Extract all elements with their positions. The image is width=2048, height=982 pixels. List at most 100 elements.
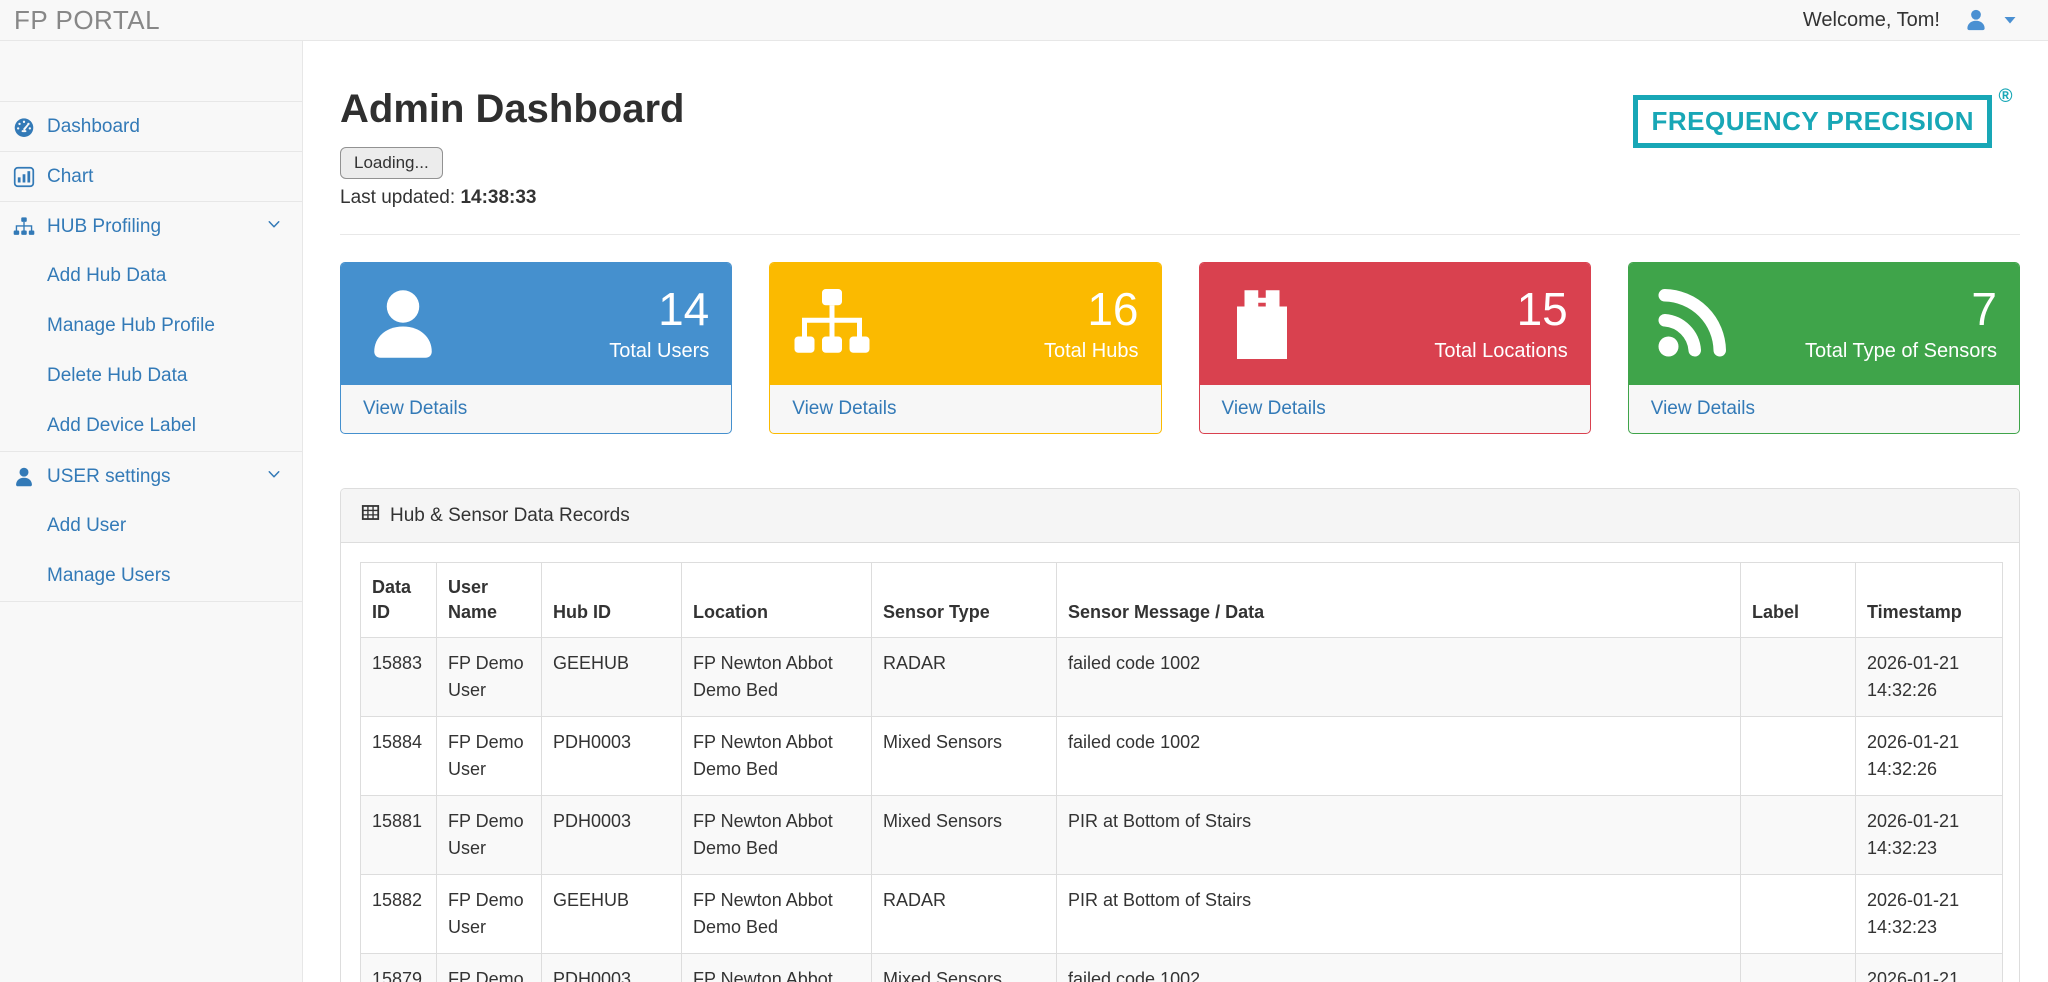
records-panel-heading: Hub & Sensor Data Records	[341, 489, 2019, 543]
table-cell: FP Demo User	[436, 874, 542, 955]
records-tbody: 15883 FP Demo User GEEHUB FP Newton Abbot D…	[360, 637, 2003, 982]
table-row: 15881 FP Demo User PDH0003 FP Newton Abbot …	[360, 795, 2003, 876]
column-header: Sensor Type	[871, 561, 1057, 639]
stat-value: 16	[1087, 283, 1139, 336]
sidebar-item-dashboard[interactable]: Dashboard	[0, 101, 302, 151]
column-header: Location	[681, 561, 872, 639]
sidebar-item-label: Add User	[47, 515, 127, 536]
stat-card-total-hubs: 16 Total Hubs View Details	[769, 262, 1162, 434]
sidebar-item-label: HUB Profiling	[47, 215, 162, 237]
column-header: Timestamp	[1855, 561, 2003, 639]
stat-label: Total Hubs	[1044, 339, 1139, 362]
chevron-down-icon	[266, 216, 282, 238]
sidebar-item-manage-hub-profile[interactable]: Manage Hub Profile	[0, 301, 302, 351]
table-cell: PIR at Bottom of Stairs	[1056, 795, 1741, 876]
sidebar-item-label: Manage Users	[47, 565, 171, 586]
table-cell	[1740, 874, 1856, 955]
sidebar-item-hub-profiling[interactable]: HUB Profiling	[0, 201, 302, 251]
records-table: Data ID User Name Hub ID Location Sensor…	[360, 561, 2003, 982]
records-panel: Hub & Sensor Data Records Data ID User N…	[340, 488, 2020, 982]
table-cell: PDH0003	[541, 953, 682, 982]
table-cell	[1740, 716, 1856, 797]
sidebar-item-label: Add Device Label	[47, 415, 196, 436]
table-cell: FP Newton Abbot Demo Bed	[681, 716, 872, 797]
table-cell: 15883	[360, 637, 437, 718]
table-cell	[1740, 637, 1856, 718]
view-details-link[interactable]: View Details	[792, 398, 897, 419]
table-cell: PDH0003	[541, 795, 682, 876]
dashboard-icon	[13, 116, 35, 138]
sidebar-item-chart[interactable]: Chart	[0, 151, 302, 201]
table-cell: PIR at Bottom of Stairs	[1056, 874, 1741, 955]
stat-label: Total Locations	[1434, 339, 1568, 362]
stat-label: Total Users	[609, 339, 710, 362]
sidebar-item-manage-users[interactable]: Manage Users	[0, 551, 302, 601]
table-cell: FP Demo User	[436, 716, 542, 797]
last-updated-time: 14:38:33	[460, 187, 537, 208]
table-header-row: Data ID User Name Hub ID Location Sensor…	[360, 561, 2003, 639]
column-header: Sensor Message / Data	[1056, 561, 1741, 639]
chart-icon	[13, 166, 35, 188]
stat-value: 7	[1971, 283, 1997, 336]
table-grid-icon	[361, 503, 380, 528]
table-cell: FP Newton Abbot Demo Bed	[681, 874, 872, 955]
table-cell: 15884	[360, 716, 437, 797]
table-cell: PDH0003	[541, 716, 682, 797]
table-cell: FP Newton Abbot Demo Bed	[681, 637, 872, 718]
view-details-link[interactable]: View Details	[1650, 398, 1755, 419]
view-details-link[interactable]: View Details	[1221, 398, 1326, 419]
table-cell: RADAR	[871, 637, 1057, 718]
logo-text: FREQUENCY PRECISION	[1651, 106, 1974, 136]
table-cell: 2026-01-21 14:32:23	[1855, 795, 2003, 876]
rss-icon	[1651, 284, 1731, 364]
table-cell: Mixed Sensors	[871, 716, 1057, 797]
table-cell: FP Demo User	[436, 637, 542, 718]
table-cell: 15882	[360, 874, 437, 955]
sidebar-item-label: Dashboard	[47, 115, 140, 137]
user-icon[interactable]	[1964, 8, 1988, 32]
sidebar-item-add-hub-data[interactable]: Add Hub Data	[0, 251, 302, 301]
sidebar-item-label: Chart	[47, 165, 94, 187]
column-header: Data ID	[360, 561, 437, 639]
stat-cards-row: 14 Total Users View Details 16 Total Hub…	[340, 262, 2020, 434]
table-row: 15882 FP Demo User GEEHUB FP Newton Abbot D…	[360, 874, 2003, 955]
welcome-text: Welcome, Tom!	[1802, 8, 1940, 31]
sidebar-item-add-device-label[interactable]: Add Device Label	[0, 401, 302, 451]
sidebar-item-user-settings[interactable]: USER settings	[0, 451, 302, 501]
registered-mark: ®	[1998, 86, 2013, 107]
table-cell: GEEHUB	[541, 637, 682, 718]
sidebar-item-label: Delete Hub Data	[47, 365, 188, 386]
sidebar-item-delete-hub-data[interactable]: Delete Hub Data	[0, 351, 302, 401]
sidebar-item-label: USER settings	[47, 465, 171, 487]
stat-label: Total Type of Sensors	[1805, 339, 1997, 362]
last-updated-label: Last updated:	[340, 187, 456, 208]
table-cell: FP Newton Abbot Demo Bed	[681, 953, 872, 982]
table-cell: failed code 1002	[1056, 637, 1741, 718]
table-cell: 2026-01-21 14:32:26	[1855, 637, 2003, 718]
sidebar: Dashboard Chart HUB Profiling Add Hub Da…	[0, 41, 303, 982]
column-header: Label	[1740, 561, 1856, 639]
table-cell: 2026-01-21 14:32:23	[1855, 874, 2003, 955]
table-cell	[1740, 953, 1856, 982]
table-cell: 2026-01-21 14:32:15	[1855, 953, 2003, 982]
table-cell: 15881	[360, 795, 437, 876]
records-panel-title: Hub & Sensor Data Records	[390, 504, 630, 526]
table-row: 15883 FP Demo User GEEHUB FP Newton Abbot D…	[360, 637, 2003, 718]
stat-value: 15	[1516, 283, 1568, 336]
main-content: FREQUENCY PRECISION ® Admin Dashboard Lo…	[303, 41, 2048, 982]
view-details-link[interactable]: View Details	[363, 398, 468, 419]
table-cell: FP Demo User	[436, 795, 542, 876]
hospital-icon	[1222, 284, 1302, 364]
stat-card-total-locations: 15 Total Locations View Details	[1198, 262, 1591, 434]
chevron-down-icon	[266, 466, 282, 488]
caret-down-icon[interactable]	[2002, 12, 2018, 28]
stat-value: 14	[658, 283, 710, 336]
table-cell: failed code 1002	[1056, 953, 1741, 982]
sitemap-icon	[792, 284, 872, 364]
loading-button[interactable]: Loading...	[340, 147, 443, 179]
column-header: User Name	[436, 561, 542, 639]
sidebar-item-add-user[interactable]: Add User	[0, 501, 302, 551]
app-brand: FP PORTAL	[14, 4, 161, 35]
page-title: Admin Dashboard	[340, 87, 685, 131]
